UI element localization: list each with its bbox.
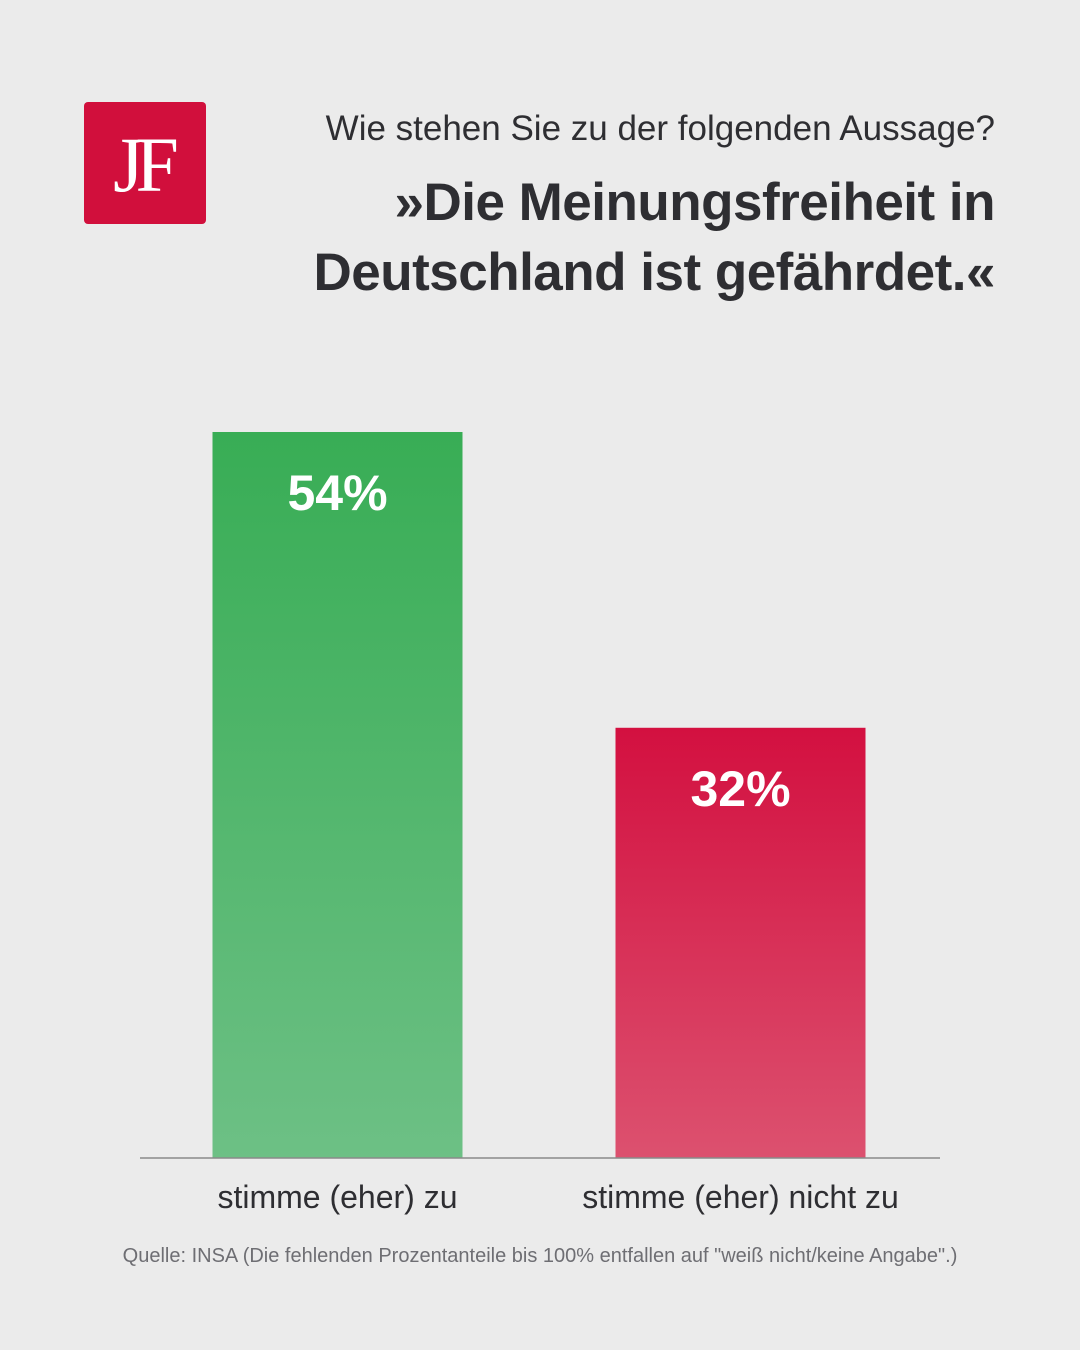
category-label-1: stimme (eher) zu — [217, 1179, 457, 1215]
bars-layer — [212, 432, 866, 1158]
labels-layer: 54% stimme (eher) zu 32% stimme (eher) nich… — [217, 465, 898, 1215]
bar-1 — [212, 432, 463, 1158]
data-label-2: 32% — [690, 761, 790, 817]
source-note: Quelle: INSA (Die fehlenden Prozentantei… — [122, 1245, 958, 1267]
survey-question: Wie stehen Sie zu der folgenden Aussage? — [325, 109, 995, 148]
logo-text: JF — [113, 121, 179, 208]
bar-2 — [615, 727, 866, 1158]
data-label-1: 54% — [287, 465, 387, 521]
jf-logo: JF — [84, 102, 206, 224]
survey-statement: »Die Meinungsfreiheit in Deutschland ist… — [313, 173, 995, 302]
category-label-2: stimme (eher) nicht zu — [582, 1179, 899, 1215]
